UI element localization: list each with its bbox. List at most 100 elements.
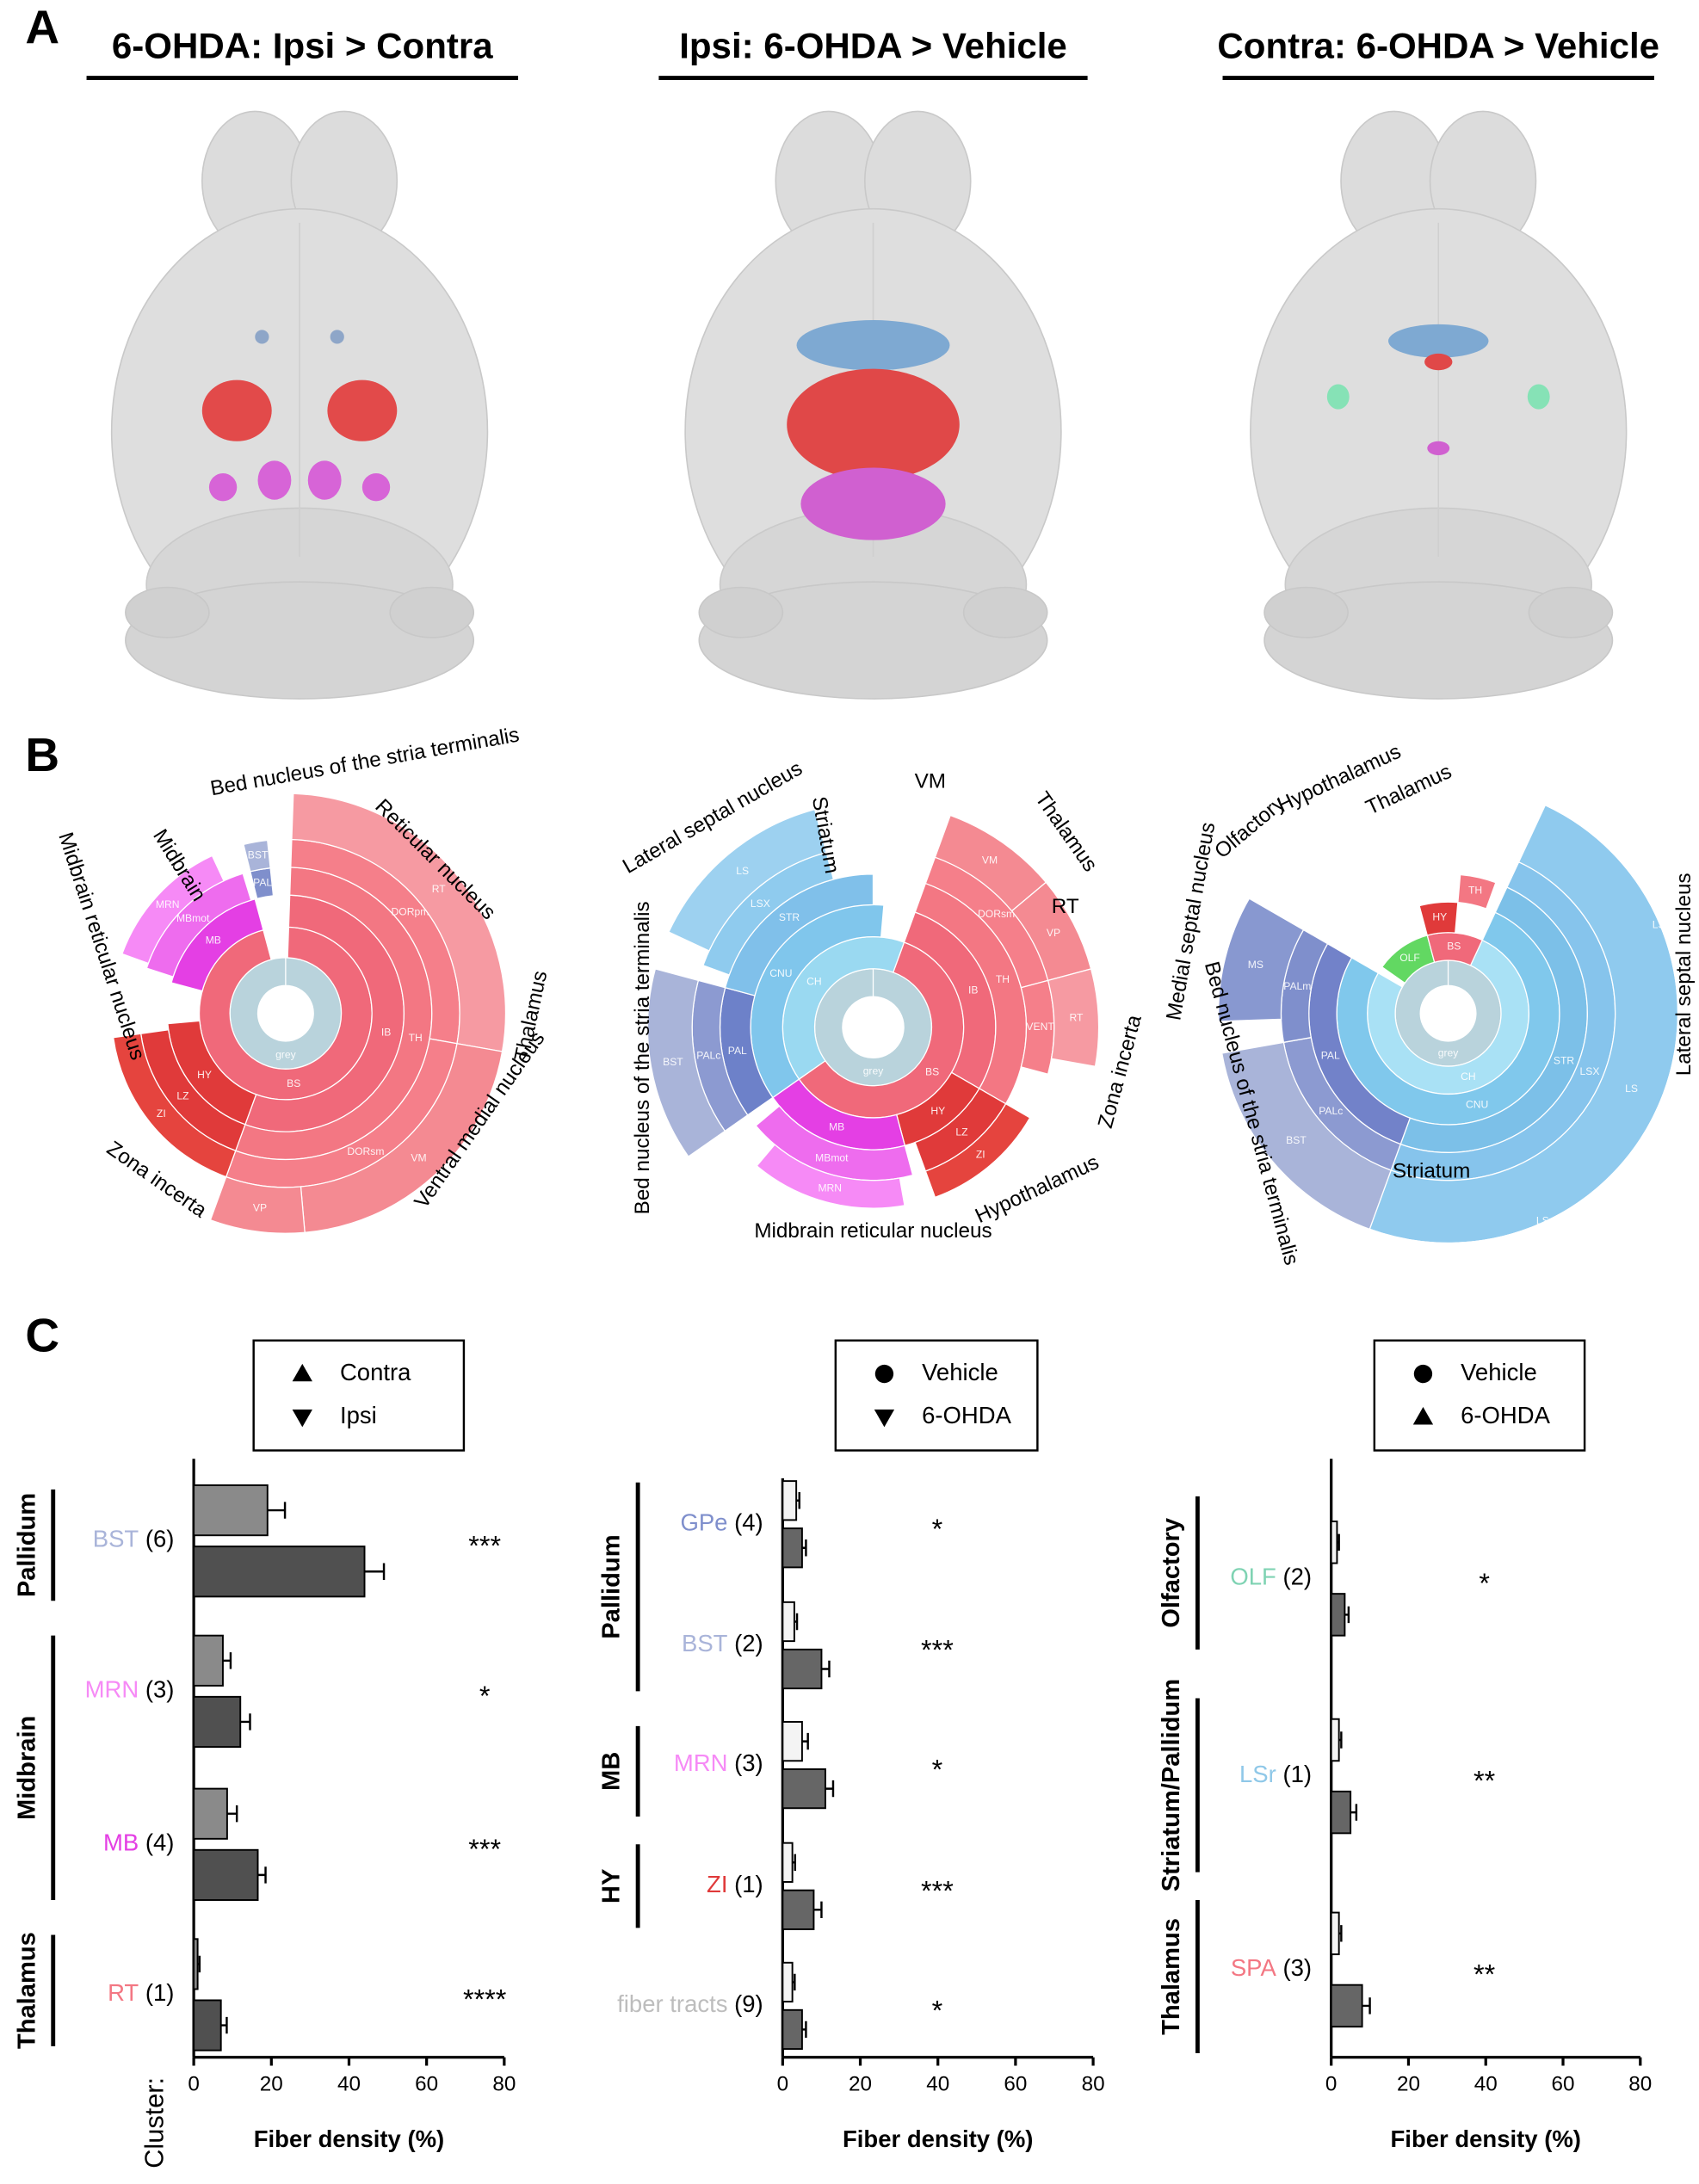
segment-label: grey bbox=[863, 1065, 885, 1077]
brain-2 bbox=[684, 110, 1062, 700]
segment-label: VM bbox=[982, 854, 998, 867]
bar bbox=[782, 1961, 794, 2003]
segment-label: DORsm bbox=[978, 908, 1015, 920]
segment-label: grey bbox=[1438, 1047, 1460, 1059]
sunburst-segment bbox=[243, 839, 271, 873]
x-tick-label: 0 bbox=[1325, 2073, 1338, 2096]
x-tick-label: 80 bbox=[1628, 2073, 1652, 2096]
bar bbox=[1330, 1983, 1363, 2028]
bar bbox=[782, 1889, 815, 1930]
error-bar bbox=[1338, 1731, 1343, 1749]
category-note: (1) bbox=[734, 1871, 763, 1897]
category-note: (1) bbox=[145, 1979, 175, 2006]
error-bar bbox=[794, 1613, 799, 1631]
bar bbox=[193, 1695, 242, 1749]
bar bbox=[1330, 1718, 1340, 1762]
legend-label: Ipsi bbox=[340, 1402, 377, 1428]
panel-label: A bbox=[25, 0, 59, 53]
category-note: (3) bbox=[1282, 1954, 1312, 1981]
category-name: BST bbox=[682, 1630, 728, 1657]
segment-label: MB bbox=[206, 935, 221, 947]
category-name: GPe bbox=[680, 1509, 727, 1536]
significance: *** bbox=[468, 1834, 501, 1865]
error-bar bbox=[222, 1652, 232, 1669]
bar bbox=[1330, 1911, 1340, 1956]
segment-label: LS bbox=[736, 865, 749, 877]
segment-label: TH bbox=[1468, 885, 1482, 897]
segment-label: CH bbox=[806, 975, 822, 987]
category-note: (1) bbox=[1282, 1761, 1312, 1787]
bar bbox=[1330, 1790, 1352, 1835]
segment-label: TH bbox=[996, 973, 1010, 985]
segment-label: TH bbox=[409, 1032, 423, 1044]
x-axis-title: Fiber density (%) bbox=[843, 2125, 1033, 2152]
sunburst-segment bbox=[1545, 805, 1679, 1093]
segment-label: PALc bbox=[696, 1050, 720, 1062]
error-bar bbox=[257, 1866, 267, 1884]
segment-label: PAL bbox=[728, 1045, 747, 1057]
segment-label: CH bbox=[1461, 1070, 1476, 1083]
category-note: (9) bbox=[734, 1990, 763, 2017]
legend-label: Contra bbox=[340, 1359, 411, 1385]
sunburst-annotation: Thalamus bbox=[1030, 787, 1102, 876]
segment-label: VP bbox=[1047, 927, 1060, 939]
bar bbox=[193, 1484, 269, 1537]
panel-title: 6-OHDA: Ipsi > Contra bbox=[112, 26, 493, 66]
category-label: MB (4) bbox=[103, 1829, 174, 1856]
legend-label: 6-OHDA bbox=[1461, 1402, 1551, 1428]
segment-label: CNU bbox=[769, 967, 792, 979]
category-name: MB bbox=[103, 1829, 139, 1856]
x-tick-label: 60 bbox=[1004, 2073, 1027, 2096]
segment-label: LS bbox=[1625, 1083, 1638, 1095]
segment-label: LSv bbox=[1536, 1215, 1555, 1227]
error-bar bbox=[267, 1502, 287, 1519]
bar bbox=[782, 2008, 803, 2051]
sunburst-segment bbox=[112, 1033, 237, 1178]
bar bbox=[193, 1545, 366, 1598]
category-name: fiber tracts bbox=[617, 1990, 727, 2017]
segment-label: LSr bbox=[1653, 919, 1669, 931]
significance: *** bbox=[921, 1635, 954, 1666]
segment-label: BST bbox=[248, 849, 269, 861]
sunburst-annotation: Bed nucleus of the stria terminalis bbox=[208, 723, 521, 800]
category-name: OLF bbox=[1230, 1564, 1276, 1590]
segment-label: VP bbox=[253, 1202, 267, 1214]
bar bbox=[1330, 1521, 1338, 1564]
sunburst-segment bbox=[924, 1102, 1031, 1199]
segment-label: VM bbox=[411, 1152, 426, 1164]
category-label: fiber tracts (9) bbox=[617, 1990, 763, 2017]
bar bbox=[193, 1848, 259, 1901]
legend-box bbox=[1373, 1339, 1586, 1452]
error-bar bbox=[801, 2021, 807, 2039]
bar bbox=[193, 1634, 224, 1687]
segment-label: LSX bbox=[1579, 1065, 1599, 1077]
category-label: BST (2) bbox=[682, 1630, 763, 1657]
x-tick-label: 60 bbox=[415, 2073, 438, 2096]
error-bar bbox=[1362, 1997, 1371, 2014]
bar bbox=[782, 1527, 803, 1569]
error-bar bbox=[1344, 1606, 1350, 1624]
bar bbox=[782, 1768, 826, 1810]
error-bar bbox=[796, 1492, 800, 1509]
x-tick-label: 40 bbox=[337, 2073, 361, 2096]
bar bbox=[193, 1787, 228, 1840]
significance: * bbox=[1479, 1568, 1490, 1599]
group-label: Pallidum bbox=[598, 1534, 626, 1638]
category-name: ZI bbox=[707, 1871, 727, 1897]
group-label: Midbrain bbox=[13, 1716, 40, 1820]
legend-box bbox=[834, 1339, 1039, 1452]
sunburst-segment bbox=[198, 926, 373, 1101]
sunburst-annotation: RT bbox=[1052, 895, 1079, 918]
sunburst-segment bbox=[668, 808, 827, 952]
segment-label: VENT bbox=[1026, 1021, 1054, 1033]
sunburst-segment bbox=[1218, 898, 1305, 1022]
error-bar bbox=[1350, 1804, 1358, 1821]
segment-label: MBmot bbox=[176, 912, 210, 924]
legend-marker bbox=[292, 1409, 312, 1428]
legend-label: Vehicle bbox=[922, 1359, 998, 1385]
bar bbox=[782, 1842, 794, 1883]
x-tick-label: 40 bbox=[926, 2073, 949, 2096]
sunburst-segment bbox=[646, 968, 726, 1157]
panel-label: C bbox=[25, 1309, 59, 1362]
significance: * bbox=[932, 1755, 943, 1786]
